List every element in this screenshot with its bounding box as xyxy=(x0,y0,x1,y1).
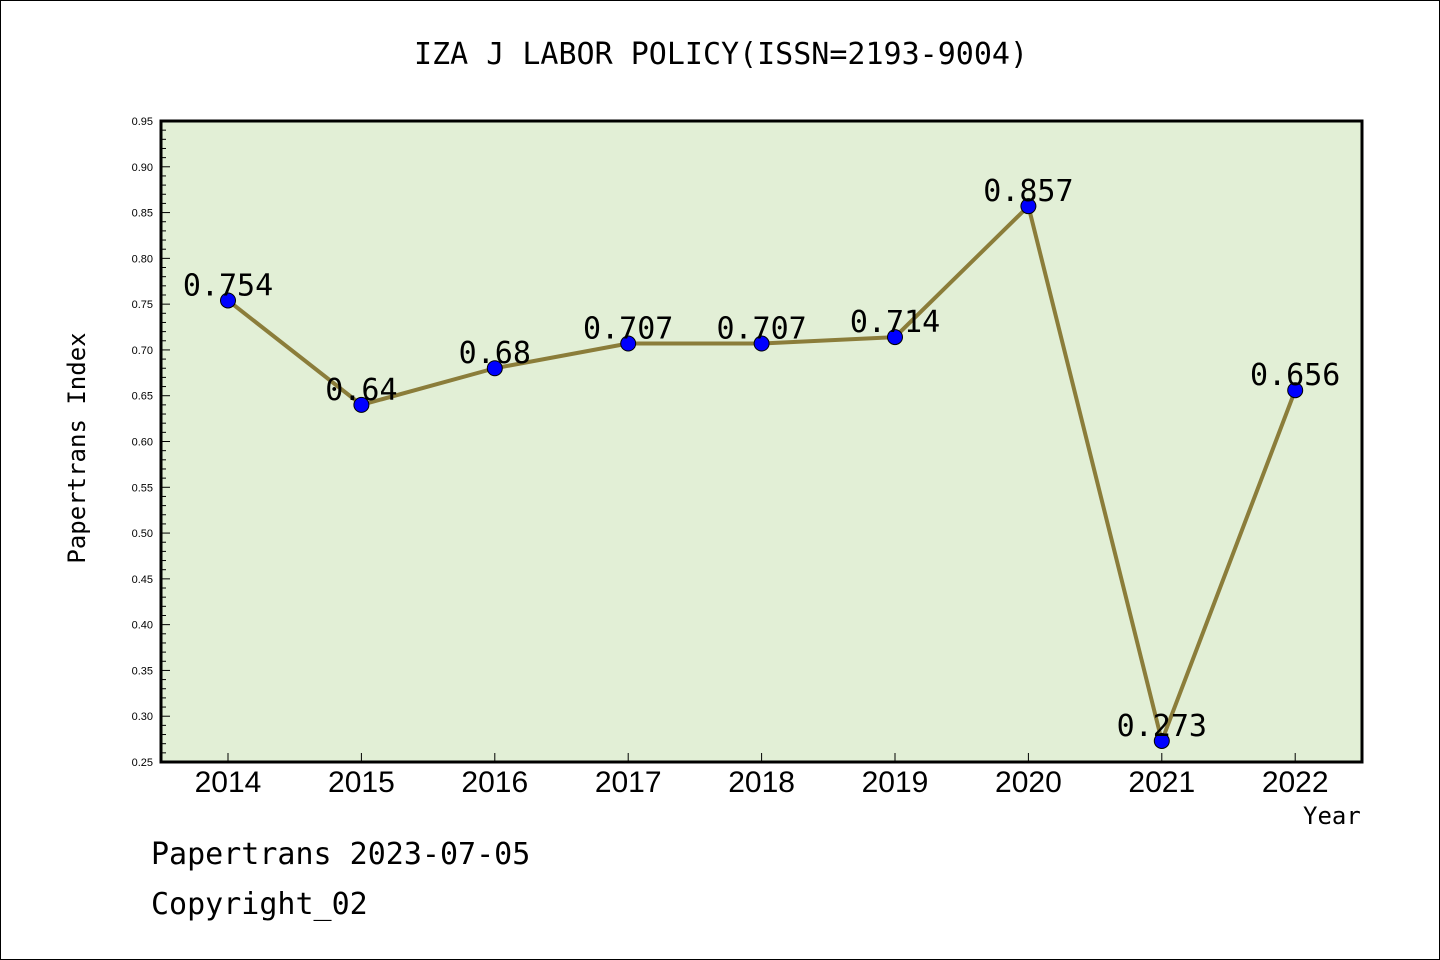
data-label: 0.273 xyxy=(1117,709,1207,744)
x-tick-label: 2020 xyxy=(995,766,1062,799)
x-tick-label: 2016 xyxy=(461,766,528,799)
y-tick-label: 0.95 xyxy=(132,116,153,128)
footer-date: Papertrans 2023-07-05 xyxy=(151,837,531,872)
data-label: 0.754 xyxy=(183,268,273,303)
data-point xyxy=(220,292,236,309)
footer-copyright: Copyright_02 xyxy=(151,887,368,922)
data-point xyxy=(1153,732,1170,749)
data-label: 0.714 xyxy=(850,305,940,340)
x-tick-label: 2017 xyxy=(595,766,662,799)
y-tick-label: 0.45 xyxy=(132,574,153,586)
plot-background xyxy=(161,121,1362,762)
y-tick-label: 0.60 xyxy=(132,437,153,449)
x-axis-label: Year xyxy=(1303,802,1361,830)
data-label: 0.707 xyxy=(583,312,673,347)
data-label: 0.857 xyxy=(983,174,1073,209)
x-tick-label: 2022 xyxy=(1262,766,1329,799)
data-label: 0.707 xyxy=(716,312,806,347)
x-tick-label: 2018 xyxy=(728,766,795,799)
y-tick-label: 0.70 xyxy=(132,345,153,357)
data-point xyxy=(753,335,770,352)
y-tick-label: 0.50 xyxy=(132,528,153,540)
data-label: 0.68 xyxy=(459,336,531,371)
data-label: 0.64 xyxy=(325,373,397,408)
y-tick-label: 0.35 xyxy=(132,665,153,677)
y-tick-label: 0.90 xyxy=(132,162,153,174)
data-point xyxy=(1020,198,1037,215)
y-tick-label: 0.55 xyxy=(132,482,153,494)
y-tick-label: 0.30 xyxy=(132,711,153,723)
x-tick-label: 2015 xyxy=(328,766,395,799)
y-tick-label: 0.75 xyxy=(132,299,153,311)
x-tick-label: 2021 xyxy=(1128,766,1195,799)
y-tick-label: 0.85 xyxy=(132,208,153,220)
data-label: 0.656 xyxy=(1250,358,1340,393)
data-point xyxy=(620,335,637,352)
data-point xyxy=(353,396,370,413)
x-tick-label: 2019 xyxy=(862,766,929,799)
y-tick-label: 0.25 xyxy=(132,757,153,769)
x-tick-label: 2014 xyxy=(195,766,262,799)
y-tick-label: 0.80 xyxy=(132,253,153,265)
data-point xyxy=(486,360,503,377)
chart-title: IZA J LABOR POLICY(ISSN=2193-9004) xyxy=(413,37,1029,72)
data-point xyxy=(1287,382,1304,399)
data-point xyxy=(887,329,903,346)
plot-frame xyxy=(159,119,1364,764)
y-tick-label: 0.65 xyxy=(132,391,153,403)
y-tick-label: 0.40 xyxy=(132,620,153,632)
